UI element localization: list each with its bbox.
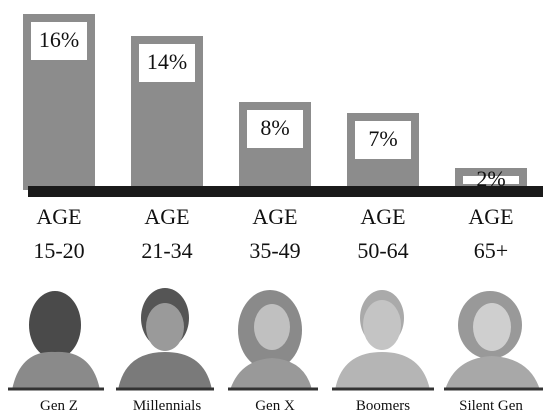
x-tick-label: AGE 50-64 [357,204,409,263]
value-label-box [139,44,195,82]
photo [230,290,312,390]
value-label-box [463,176,519,184]
value-label: 7% [368,126,397,151]
value-label-box [247,110,303,148]
generation-label: Silent Gen [459,398,523,414]
x-tick-label: AGE 15-20 [33,204,85,263]
baseline [28,186,543,197]
value-label: 14% [147,49,187,74]
x-tick-label: AGE 21-34 [141,204,193,263]
photo [118,288,212,390]
value-label: 8% [260,115,289,140]
photos [12,288,540,390]
x-tick-label: AGE 35-49 [249,204,301,263]
value-label-box [31,22,87,60]
value-label: 16% [39,27,79,52]
photo [12,291,100,390]
generation-label: Millennials [132,398,202,414]
generation-label: Gen X [255,398,295,414]
photo [335,290,430,390]
generation-label: Gen Z [40,398,78,414]
value-label-box [355,121,411,159]
generation-label: Boomers [355,398,411,414]
photo [445,291,540,390]
x-tick-label: AGE 65+ [468,204,514,263]
